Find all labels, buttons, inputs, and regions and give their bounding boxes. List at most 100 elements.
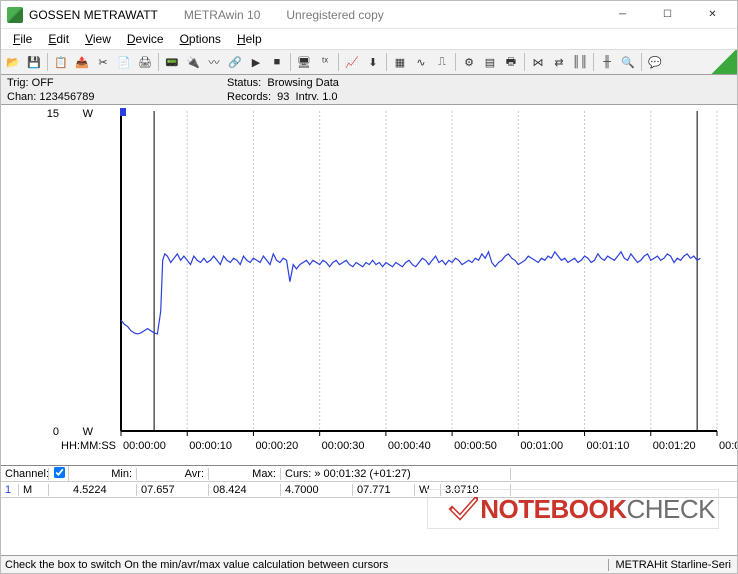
- svg-text:00:01:10: 00:01:10: [587, 440, 630, 452]
- row-cavr: 07.771: [353, 484, 415, 496]
- toolbar-separator: [338, 53, 339, 71]
- row-min: 4.5224: [69, 484, 137, 496]
- table-header: Channel: Min: Avr: Max: Curs: » 00:01:32…: [1, 466, 737, 482]
- hdr-checkbox[interactable]: [49, 466, 69, 482]
- watermark: NOTEBOOKCHECK: [448, 494, 715, 525]
- grid-icon[interactable]: ▦: [390, 52, 410, 72]
- titlebar: GOSSEN METRAWATT METRAwin 10 Unregistere…: [1, 1, 737, 29]
- menu-view[interactable]: View: [77, 31, 119, 47]
- footer-help: Check the box to switch On the min/avr/m…: [1, 559, 568, 571]
- toolbar-separator: [641, 53, 642, 71]
- footer-device: METRAHit Starline-Seri: [608, 559, 737, 571]
- device-wave-icon[interactable]: 〰: [204, 52, 224, 72]
- pref-icon[interactable]: ⚙: [459, 52, 479, 72]
- file-save-icon[interactable]: 💾: [24, 52, 44, 72]
- connect-icon[interactable]: 🔗: [225, 52, 245, 72]
- title-secondary: METRAwin 10: [184, 8, 260, 22]
- menu-file[interactable]: File: [5, 31, 40, 47]
- hdr-curs: Curs: » 00:01:32 (+01:27): [281, 468, 511, 480]
- menubar: File Edit View Device Options Help: [1, 29, 737, 49]
- stop-icon[interactable]: ■: [267, 52, 287, 72]
- svg-text:00:00:40: 00:00:40: [388, 440, 431, 452]
- table-icon[interactable]: ▤: [480, 52, 500, 72]
- row-cmax: 3.0710: [441, 484, 511, 496]
- svg-text:00:00:00: 00:00:00: [123, 440, 166, 452]
- minimize-button[interactable]: ─: [600, 1, 645, 29]
- hdr-avr: Avr:: [137, 468, 209, 480]
- file-open-icon[interactable]: 📂: [3, 52, 23, 72]
- row-avr: 07.657: [137, 484, 209, 496]
- svg-text:00:00:30: 00:00:30: [322, 440, 365, 452]
- data-table: Channel: Min: Avr: Max: Curs: » 00:01:32…: [1, 465, 737, 498]
- chart-icon[interactable]: 📈: [342, 52, 362, 72]
- row-cmin: 4.7000: [281, 484, 353, 496]
- monitor-icon[interactable]: 🖥: [294, 52, 314, 72]
- toolbar-separator: [455, 53, 456, 71]
- menu-edit[interactable]: Edit: [40, 31, 77, 47]
- device-xe-icon[interactable]: 🔌: [183, 52, 203, 72]
- toolbar-wedge-icon: [711, 50, 737, 74]
- footer: Check the box to switch On the min/avr/m…: [1, 555, 737, 573]
- close-button[interactable]: ✕: [690, 1, 735, 29]
- zoom-icon[interactable]: 🔍: [618, 52, 638, 72]
- print-icon[interactable]: 🖨: [135, 52, 155, 72]
- svg-text:00:00:20: 00:00:20: [255, 440, 298, 452]
- status-left: Trig: OFF Chan: 123456789: [1, 75, 221, 104]
- row-unit: W: [415, 484, 441, 496]
- butterfly-icon[interactable]: ⋈: [528, 52, 548, 72]
- watermark-brand: NOTEBOOK: [480, 494, 626, 525]
- copy-icon[interactable]: 📄: [114, 52, 134, 72]
- toolbar-separator: [158, 53, 159, 71]
- export-icon[interactable]: 📤: [72, 52, 92, 72]
- toolbar-separator: [524, 53, 525, 71]
- svg-text:00:01:20: 00:01:20: [653, 440, 696, 452]
- hdr-min: Min:: [69, 468, 137, 480]
- svg-text:15: 15: [47, 108, 59, 120]
- toolbar-separator: [386, 53, 387, 71]
- svg-text:00:01:00: 00:01:00: [520, 440, 563, 452]
- wave2-icon[interactable]: ∿: [411, 52, 431, 72]
- calipers-icon[interactable]: ╫: [597, 52, 617, 72]
- toolbar-separator: [47, 53, 48, 71]
- hdr-max: Max:: [209, 468, 281, 480]
- svg-text:00:01:30: 00:01:30: [719, 440, 737, 452]
- row-m: M: [19, 484, 49, 496]
- menu-device[interactable]: Device: [119, 31, 172, 47]
- status-right: Status: Browsing Data Records: 93 Intrv.…: [221, 75, 345, 104]
- paste-icon[interactable]: 📋: [51, 52, 71, 72]
- signal-icon[interactable]: ║║: [570, 52, 590, 72]
- toolbar-separator: [290, 53, 291, 71]
- toolbar: 📂💾 📋📤✂📄🖨 📟🔌〰🔗▶■ 🖥ᵗˣ 📈⬇ ▦∿⎍ ⚙▤🖶 ⋈⇄║║ ╫🔍 💬: [1, 49, 737, 75]
- watermark-suffix: CHECK: [626, 494, 715, 525]
- window-controls: ─ ☐ ✕: [600, 1, 735, 29]
- menu-help[interactable]: Help: [229, 31, 270, 47]
- svg-text:00:00:10: 00:00:10: [189, 440, 232, 452]
- comment-icon[interactable]: 💬: [645, 52, 665, 72]
- print2-icon[interactable]: 🖶: [501, 52, 521, 72]
- download-icon[interactable]: ⬇: [363, 52, 383, 72]
- device-mm-icon[interactable]: 📟: [162, 52, 182, 72]
- pulse-icon[interactable]: ⎍: [432, 52, 452, 72]
- row-ch: 1: [1, 484, 19, 496]
- arrows-icon[interactable]: ⇄: [549, 52, 569, 72]
- svg-text:00:00:50: 00:00:50: [454, 440, 497, 452]
- chart-svg: 15 0 W W HH:MM:SS 00:00:00 00:00:10 00:00:20 00:…: [1, 105, 737, 465]
- menu-options[interactable]: Options: [172, 31, 229, 47]
- row-max: 08.424: [209, 484, 281, 496]
- toolbar-separator: [593, 53, 594, 71]
- svg-text:HH:MM:SS: HH:MM:SS: [61, 440, 116, 452]
- maximize-button[interactable]: ☐: [645, 1, 690, 29]
- tx-icon[interactable]: ᵗˣ: [315, 52, 335, 72]
- app-icon: [7, 7, 23, 23]
- svg-text:W: W: [83, 108, 94, 120]
- title-tertiary: Unregistered copy: [286, 8, 383, 22]
- hdr-channel: Channel:: [1, 468, 49, 480]
- chart-area: 15 0 W W HH:MM:SS 00:00:00 00:00:10 00:00:20 00:…: [1, 105, 737, 465]
- cut-icon[interactable]: ✂: [93, 52, 113, 72]
- play-icon[interactable]: ▶: [246, 52, 266, 72]
- watermark-check-icon: [448, 497, 478, 523]
- svg-text:0: 0: [53, 426, 59, 438]
- table-row[interactable]: 1 M 4.5224 07.657 08.424 4.7000 07.771 W…: [1, 482, 737, 498]
- statusbar: Trig: OFF Chan: 123456789 Status: Browsi…: [1, 75, 737, 105]
- svg-text:W: W: [83, 426, 94, 438]
